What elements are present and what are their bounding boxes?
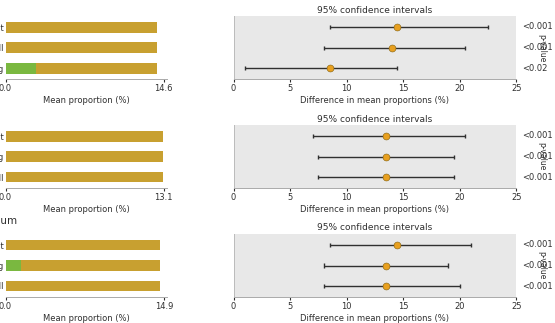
Title: 95% confidence intervals: 95% confidence intervals xyxy=(317,224,432,232)
Bar xyxy=(6,43,157,53)
Text: <0.001: <0.001 xyxy=(522,152,552,161)
Text: <0.001: <0.001 xyxy=(522,22,552,31)
X-axis label: Difference in mean proportions (%): Difference in mean proportions (%) xyxy=(300,314,450,323)
Bar xyxy=(6,63,157,74)
Title: 95% confidence intervals: 95% confidence intervals xyxy=(317,115,432,123)
Text: p-value: p-value xyxy=(537,251,546,280)
Text: p-value: p-value xyxy=(537,142,546,171)
Text: <0.001: <0.001 xyxy=(522,131,552,140)
Text: <0.001: <0.001 xyxy=(522,261,552,270)
Bar xyxy=(6,260,160,271)
Text: Faecalibacterium: Faecalibacterium xyxy=(0,216,17,226)
Bar xyxy=(6,22,157,33)
Bar xyxy=(6,172,163,182)
Text: <0.02: <0.02 xyxy=(522,64,547,73)
Title: 95% confidence intervals: 95% confidence intervals xyxy=(317,6,432,15)
Text: <0.001: <0.001 xyxy=(522,43,552,52)
Bar xyxy=(6,131,163,141)
Text: p-value: p-value xyxy=(537,34,546,62)
Bar xyxy=(6,240,160,250)
Bar xyxy=(6,240,160,250)
Bar xyxy=(6,63,36,74)
Bar xyxy=(6,43,157,53)
X-axis label: Difference in mean proportions (%): Difference in mean proportions (%) xyxy=(300,205,450,214)
Bar xyxy=(6,151,163,162)
Text: <0.001: <0.001 xyxy=(522,240,552,249)
X-axis label: Mean proportion (%): Mean proportion (%) xyxy=(43,205,130,214)
Bar xyxy=(6,22,157,33)
Bar xyxy=(6,281,160,291)
Bar xyxy=(6,172,163,182)
X-axis label: Mean proportion (%): Mean proportion (%) xyxy=(43,314,130,323)
Bar xyxy=(6,151,163,162)
Bar xyxy=(6,281,160,291)
Text: <0.001: <0.001 xyxy=(522,173,552,182)
Bar xyxy=(6,131,163,141)
X-axis label: Mean proportion (%): Mean proportion (%) xyxy=(43,96,130,105)
X-axis label: Difference in mean proportions (%): Difference in mean proportions (%) xyxy=(300,96,450,105)
Bar xyxy=(6,260,22,271)
Text: <0.001: <0.001 xyxy=(522,282,552,291)
